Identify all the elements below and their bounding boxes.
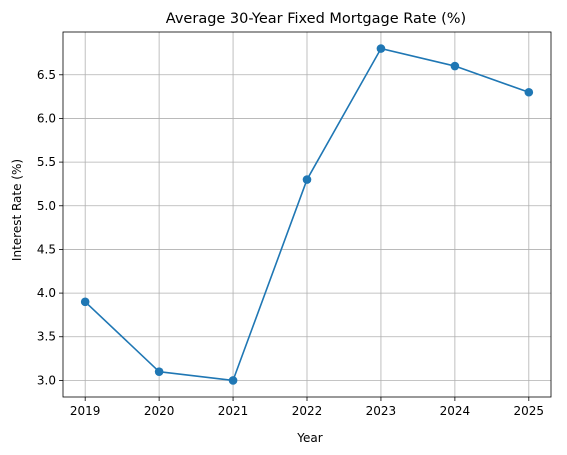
y-tick-label: 3.0 <box>37 373 56 387</box>
y-axis: 3.0 3.5 4.0 4.5 5.0 5.5 6.0 6.5 <box>37 68 63 387</box>
x-tick-label: 2021 <box>218 404 249 418</box>
x-tick-label: 2020 <box>144 404 175 418</box>
data-point <box>524 87 534 97</box>
y-axis-label: Interest Rate (%) <box>10 159 24 261</box>
x-tick-label: 2019 <box>70 404 101 418</box>
y-tick-label: 6.0 <box>37 111 56 125</box>
x-tick-label: 2025 <box>514 404 545 418</box>
y-tick-label: 3.5 <box>37 330 56 344</box>
data-point <box>228 376 238 385</box>
y-tick-label: 5.0 <box>37 199 56 213</box>
x-axis: 2019 2020 2021 2022 2023 2024 2025 <box>70 397 544 418</box>
data-point <box>450 61 460 71</box>
data-point <box>376 44 386 53</box>
x-axis-label: Year <box>296 431 322 445</box>
y-tick-label: 4.0 <box>37 286 56 300</box>
y-tick-label: 5.5 <box>37 155 56 169</box>
y-tick-label: 6.5 <box>37 68 56 82</box>
data-point <box>302 175 312 184</box>
grid <box>63 32 551 397</box>
y-tick-label: 4.5 <box>37 242 56 256</box>
chart-title: Average 30-Year Fixed Mortgage Rate (%) <box>166 11 466 27</box>
data-point <box>80 297 90 307</box>
x-tick-label: 2024 <box>440 404 471 418</box>
series-layer <box>80 44 534 385</box>
data-point <box>154 367 164 376</box>
x-tick-label: 2023 <box>366 404 397 418</box>
x-tick-label: 2022 <box>292 404 323 418</box>
